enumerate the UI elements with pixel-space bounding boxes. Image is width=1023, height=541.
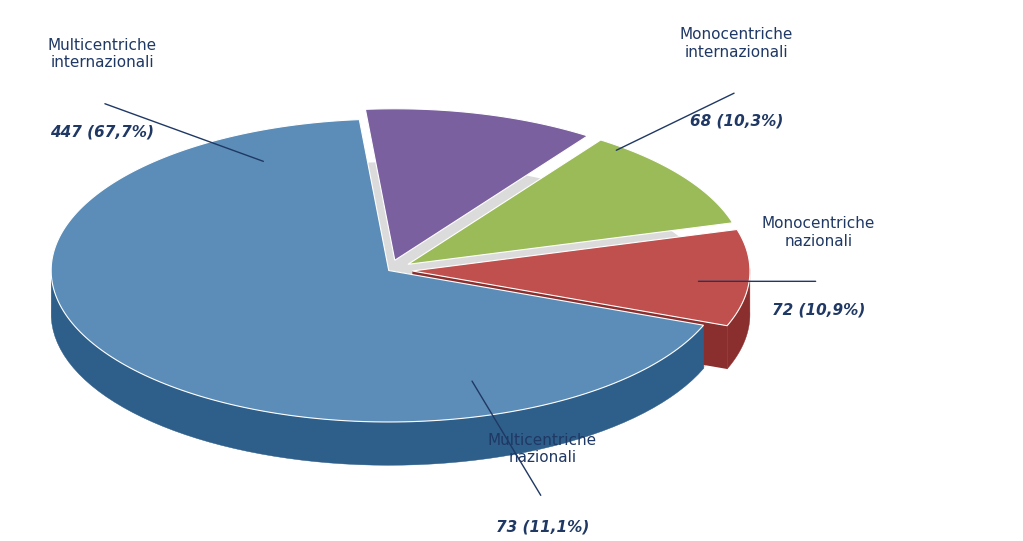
Ellipse shape [51, 162, 726, 465]
Polygon shape [412, 229, 750, 326]
Text: 72 (10,9%): 72 (10,9%) [771, 303, 865, 318]
Text: Multicentriche
internazionali: Multicentriche internazionali [48, 38, 157, 70]
Text: 447 (67,7%): 447 (67,7%) [50, 124, 154, 140]
Polygon shape [389, 270, 704, 368]
Text: Monocentriche
nazionali: Monocentriche nazionali [762, 216, 875, 249]
Text: Multicentriche
nazionali: Multicentriche nazionali [488, 433, 596, 465]
Polygon shape [51, 120, 704, 422]
Text: 73 (11,1%): 73 (11,1%) [495, 519, 589, 535]
Text: Monocentriche
internazionali: Monocentriche internazionali [680, 27, 793, 60]
Polygon shape [365, 109, 587, 260]
Text: 68 (10,3%): 68 (10,3%) [690, 114, 784, 129]
Polygon shape [51, 274, 704, 465]
Polygon shape [408, 140, 732, 265]
Polygon shape [727, 268, 750, 369]
Polygon shape [412, 271, 727, 369]
